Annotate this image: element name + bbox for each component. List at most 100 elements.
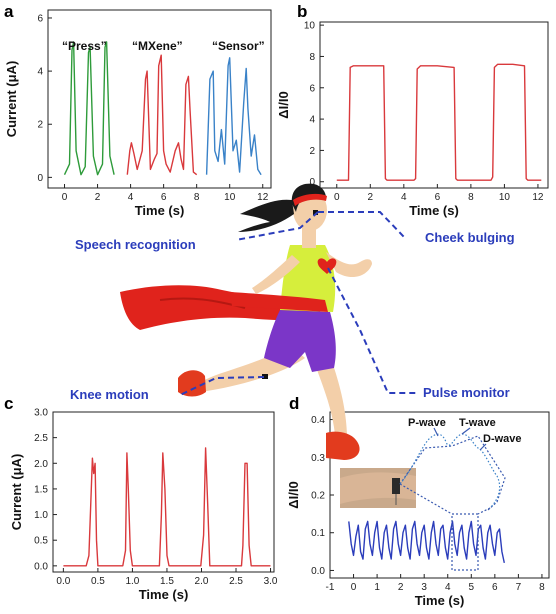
x-tick-label: 0.0 — [56, 576, 70, 587]
d-wave-arrow — [479, 443, 487, 451]
y-tick-label: 1.5 — [34, 484, 48, 495]
x-tick-label: 4 — [401, 192, 407, 203]
x-tick-label: 12 — [257, 192, 269, 203]
cheek-sensor — [313, 210, 318, 215]
pulse-monitor-label: Pulse monitor — [423, 385, 510, 400]
x-tick-label: 1.0 — [125, 576, 139, 587]
y-tick-label: 0.2 — [311, 491, 325, 502]
x-tick-label: 6 — [435, 192, 441, 203]
series-line-sensor — [205, 57, 262, 176]
panel-letter-c: c — [4, 394, 13, 413]
y-axis-title: Current (μA) — [4, 61, 19, 138]
x-tick-label: 0 — [62, 192, 68, 203]
x-tick-label: 10 — [499, 192, 511, 203]
x-tick-label: 6 — [161, 192, 167, 203]
x-tick-label: 8 — [194, 192, 200, 203]
series-line-press — [63, 41, 115, 176]
runner-illustration — [120, 183, 372, 460]
y-tick-label: 6 — [37, 13, 43, 24]
x-tick-label: 0 — [351, 582, 357, 593]
x-tick-label: 10 — [224, 192, 236, 203]
x-tick-label: 12 — [532, 192, 544, 203]
y-tick-label: 4 — [37, 67, 43, 78]
x-tick-label: 4 — [445, 582, 451, 593]
y-tick-label: 0.1 — [311, 528, 325, 539]
x-tick-label: 8 — [539, 582, 545, 593]
panel-letter-d: d — [289, 394, 299, 413]
t-wave-arrow — [461, 427, 471, 435]
pulse-callout-line — [327, 267, 418, 394]
annotation-press: “Press” — [62, 39, 107, 53]
y-tick-label: 10 — [304, 21, 316, 32]
y-tick-label: 2.5 — [34, 433, 48, 444]
panel-c-chart: 0.0 0.5 1.0 1.5 2.0 2.5 3.0 0.0 0.5 1.0 1.5 2.0 2.5 3… — [9, 408, 278, 603]
y-tick-label: 0 — [309, 177, 315, 188]
series-line-cheek — [336, 63, 542, 181]
y-tick-label: 0 — [37, 173, 43, 184]
x-tick-label: 0.5 — [91, 576, 105, 587]
knee-motion-label: Knee motion — [70, 387, 149, 402]
x-tick-label: 2 — [368, 192, 374, 203]
y-tick-label: 2 — [37, 120, 43, 131]
runner-ponytail — [238, 199, 294, 232]
heart-icon — [317, 258, 337, 274]
y-tick-label: 0.5 — [34, 536, 48, 547]
x-tick-label: 0 — [334, 192, 340, 203]
x-tick-label: 2 — [398, 582, 404, 593]
x-tick-label: 2.0 — [195, 576, 209, 587]
y-axis-title: ΔI/I0 — [286, 481, 301, 508]
x-axis-title: Time (s) — [415, 593, 465, 608]
panel-letter-b: b — [297, 2, 307, 21]
runner-front-arm — [326, 252, 372, 278]
panel-letter-a: a — [4, 2, 14, 21]
waist-sash — [230, 292, 328, 312]
panel-d-chart: -1 0 1 2 3 4 5 6 7 8 0.0 0.1 0.2 0.3 0.4 Time (s) ΔI/I0 — [286, 411, 550, 608]
x-axis-title: Time (s) — [135, 203, 185, 218]
y-tick-label: 8 — [309, 52, 315, 63]
x-tick-label: 6 — [492, 582, 498, 593]
y-axis-title: Current (μA) — [9, 454, 24, 531]
x-tick-label: 5 — [469, 582, 475, 593]
x-tick-label: 3.0 — [264, 576, 278, 587]
plot-frame-c — [52, 411, 275, 573]
t-wave-label: T-wave — [459, 417, 496, 429]
annotation-mxene: “MXene” — [132, 39, 183, 53]
cheek-callout-line — [318, 211, 406, 239]
x-tick-label: 2 — [95, 192, 101, 203]
y-tick-label: 0.0 — [311, 566, 325, 577]
annotation-sensor: “Sensor” — [212, 39, 265, 53]
zoom-outline — [399, 435, 506, 511]
x-axis-title: Time (s) — [409, 203, 459, 218]
y-tick-label: 6 — [309, 83, 315, 94]
plot-frame-a — [47, 9, 272, 189]
y-tick-label: 2 — [309, 146, 315, 157]
x-axis-title: Time (s) — [139, 587, 189, 602]
x-tick-label: 4 — [128, 192, 134, 203]
speech-recognition-label: Speech recognition — [75, 237, 196, 252]
y-tick-label: 0.3 — [311, 453, 325, 464]
runner-front-leg — [310, 350, 347, 435]
wrist-sensor-device — [392, 478, 400, 494]
y-tick-label: 0.4 — [311, 415, 325, 426]
callout-lines — [179, 211, 418, 396]
cheek-bulging-label: Cheek bulging — [425, 230, 515, 245]
wrist-photo-inset — [340, 468, 416, 508]
runner-back-shoe — [178, 370, 206, 397]
series-line-knee — [63, 447, 271, 567]
x-tick-label: 3 — [421, 582, 427, 593]
x-tick-label: 7 — [516, 582, 522, 593]
y-tick-label: 1.0 — [34, 510, 48, 521]
x-tick-label: 1.5 — [160, 576, 174, 587]
zoom-source-box — [451, 513, 479, 571]
zoom-connector-right — [477, 507, 491, 515]
x-tick-label: 1 — [374, 582, 380, 593]
series-line-mxene — [126, 54, 198, 176]
plot-frame-b — [319, 21, 549, 189]
runner-neck — [302, 228, 316, 248]
runner-hair — [291, 183, 326, 212]
series-line-pulse — [348, 520, 505, 564]
panel-b-chart: 0 2 4 6 8 10 12 0 2 4 6 8 10 Time (s) ΔI/I0 — [276, 21, 549, 218]
runner-back-arm — [252, 255, 300, 294]
